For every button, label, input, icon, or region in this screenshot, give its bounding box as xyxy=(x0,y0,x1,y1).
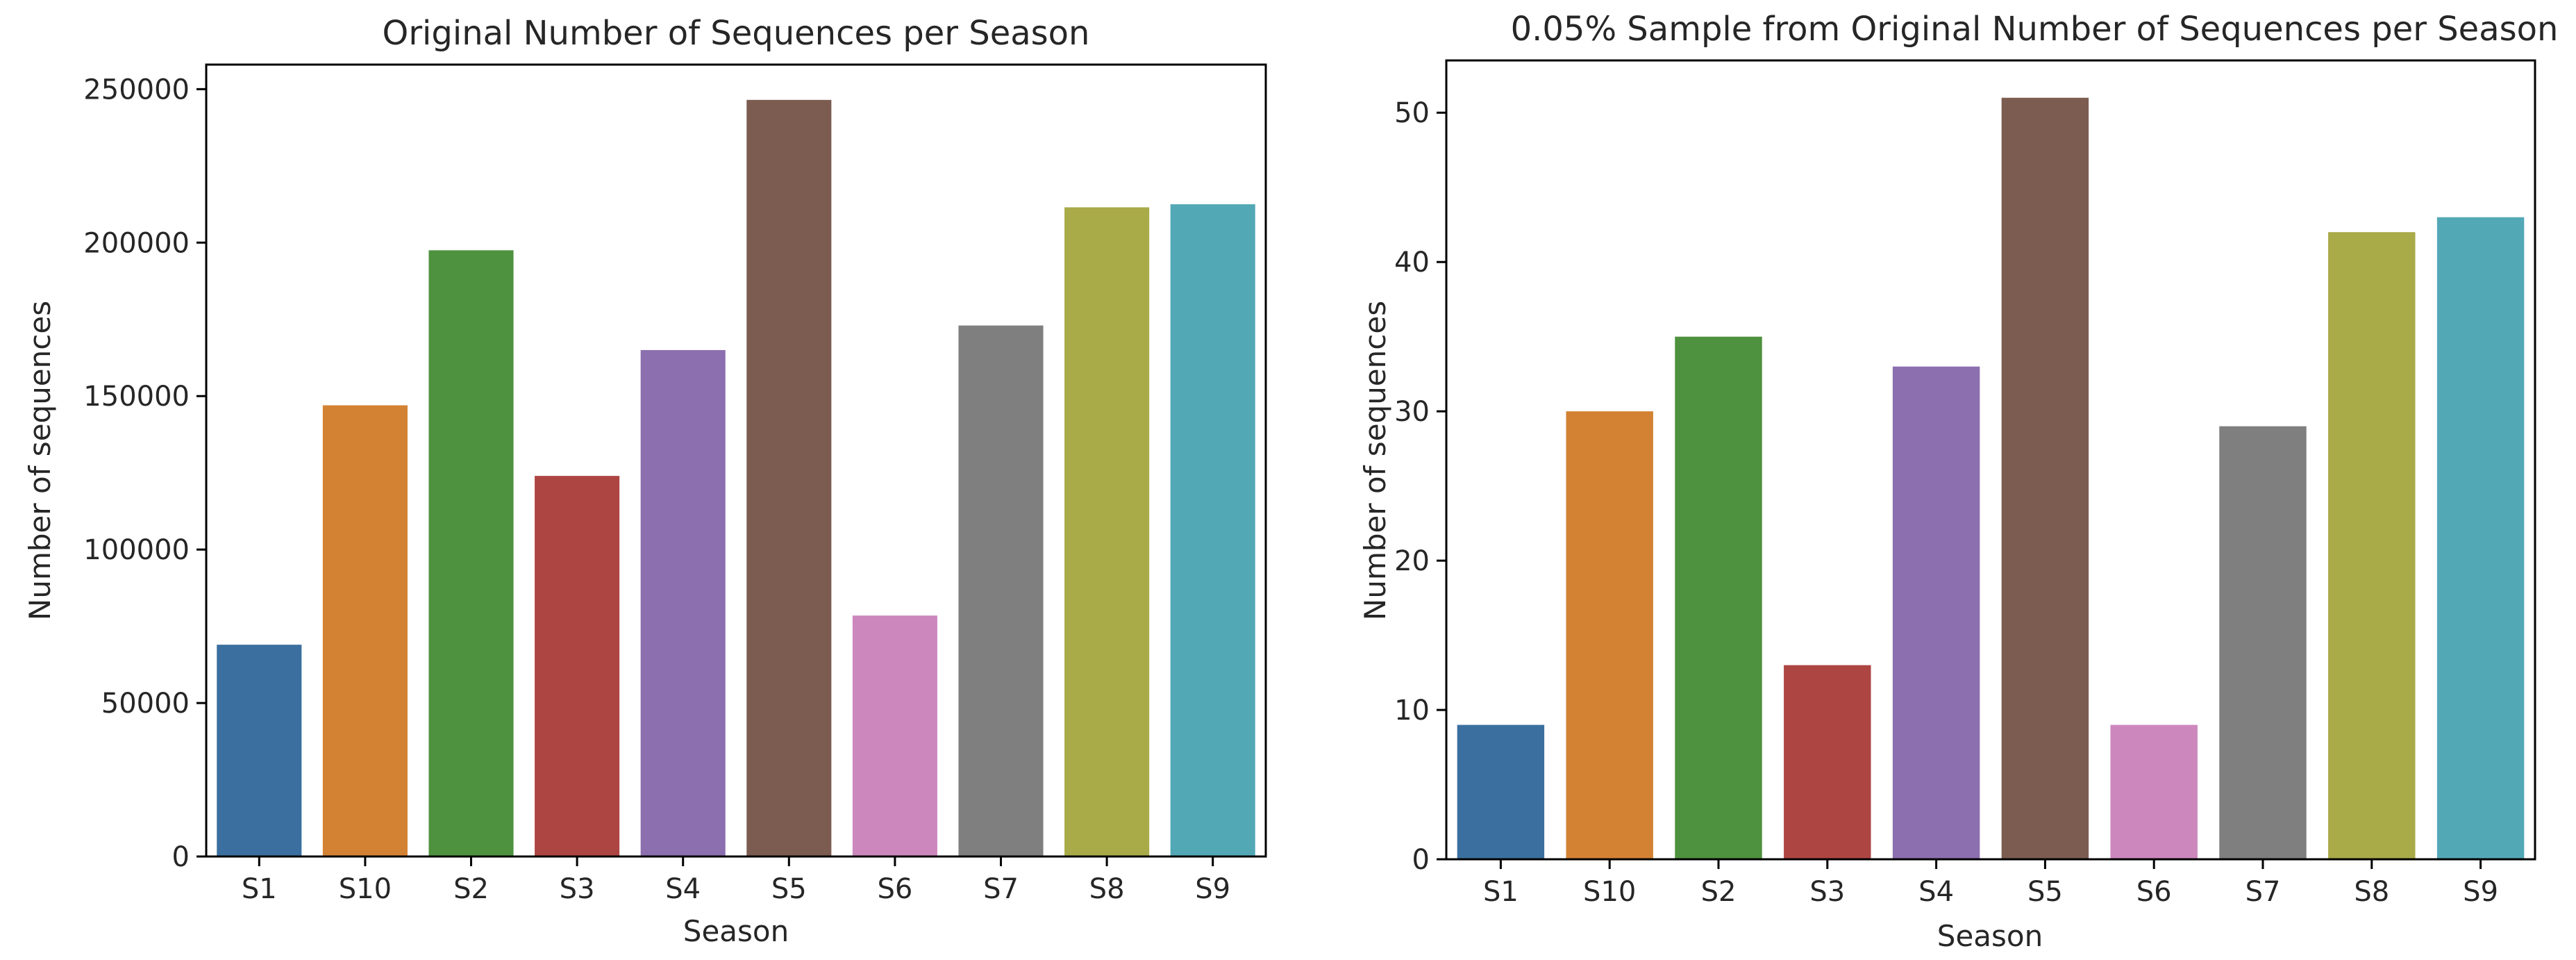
bar-s6 xyxy=(2110,725,2198,859)
bar-s9 xyxy=(2436,217,2525,859)
x-tick-label: S7 xyxy=(983,873,1019,905)
x-tick-label: S6 xyxy=(2136,876,2172,908)
plot-frame xyxy=(1445,59,2536,861)
x-tick-label: S5 xyxy=(771,873,807,905)
y-tick-label: 150000 xyxy=(83,381,190,413)
bar-s5 xyxy=(2001,97,2089,860)
bar-s2 xyxy=(1675,336,1762,859)
x-tick-label: S4 xyxy=(1918,876,1954,908)
bar-s6 xyxy=(852,615,937,856)
x-tick-label: S3 xyxy=(1809,876,1845,908)
x-axis: S1 S10 S2 S3 S4 S5 S6 S7 S8 S9 xyxy=(242,856,1230,905)
x-tick-label: S8 xyxy=(2354,876,2389,908)
bar-group xyxy=(217,99,1255,857)
x-tick-label: S1 xyxy=(242,873,277,905)
x-tick-label: S3 xyxy=(560,873,595,905)
bar-s4 xyxy=(640,349,726,856)
y-tick-label: 250000 xyxy=(83,74,190,106)
bar-s8 xyxy=(1064,207,1150,857)
x-tick-label: S9 xyxy=(2463,876,2498,908)
bar-s5 xyxy=(746,99,832,856)
y-tick-label: 40 xyxy=(1394,247,1430,279)
bar-s9 xyxy=(1170,204,1255,856)
x-axis: S1 S10 S2 S3 S4 S5 S6 S7 S8 S9 xyxy=(1483,859,2498,908)
bar-s1 xyxy=(1457,725,1545,859)
y-tick-label: 0 xyxy=(172,841,190,873)
x-tick-label: S9 xyxy=(1195,873,1230,905)
chart-title: 0.05% Sample from Original Number of Seq… xyxy=(1511,10,2559,49)
bar-s10 xyxy=(1566,411,1653,859)
x-tick-label: S2 xyxy=(453,873,489,905)
y-tick-label: 20 xyxy=(1394,545,1430,577)
y-tick-label: 30 xyxy=(1394,396,1430,428)
bar-s10 xyxy=(322,405,408,856)
y-tick-label: 10 xyxy=(1394,695,1430,727)
bar-s7 xyxy=(2219,426,2307,859)
x-tick-label: S6 xyxy=(877,873,912,905)
x-tick-label: S10 xyxy=(1583,876,1636,908)
bar-s4 xyxy=(1892,366,1980,859)
y-tick-label: 50000 xyxy=(101,688,190,720)
x-tick-label: S8 xyxy=(1089,873,1125,905)
y-axis: 0 50000 100000 150000 200000 250000 xyxy=(83,74,206,873)
bar-s8 xyxy=(2328,232,2416,859)
bar-s3 xyxy=(535,476,620,856)
bar-s2 xyxy=(428,250,514,857)
y-axis: 0 10 20 30 40 50 xyxy=(1394,97,1446,876)
chart-sample-sequences: 0.05% Sample from Original Number of Seq… xyxy=(1358,10,2558,953)
chart-title: Original Number of Sequences per Season xyxy=(383,14,1090,53)
bar-group xyxy=(1457,97,2525,860)
x-tick-label: S1 xyxy=(1483,876,1519,908)
y-axis-label: Number of sequences xyxy=(1358,301,1392,620)
x-tick-label: S2 xyxy=(1701,876,1737,908)
x-tick-label: S4 xyxy=(665,873,701,905)
y-tick-label: 100000 xyxy=(83,534,190,566)
y-tick-label: 200000 xyxy=(83,227,190,259)
y-axis-label: Number of sequences xyxy=(23,301,57,620)
x-axis-label: Season xyxy=(1937,919,2043,953)
x-tick-label: S7 xyxy=(2245,876,2281,908)
bar-s1 xyxy=(217,645,302,856)
plot-frame xyxy=(205,63,1267,858)
x-axis-label: Season xyxy=(683,914,789,948)
y-tick-label: 50 xyxy=(1394,97,1430,129)
y-tick-label: 0 xyxy=(1412,844,1430,876)
x-tick-label: S5 xyxy=(2027,876,2063,908)
bar-s3 xyxy=(1784,665,1871,859)
chart-original-sequences: Original Number of Sequences per Season … xyxy=(23,14,1267,948)
x-tick-label: S10 xyxy=(339,873,392,905)
bar-s7 xyxy=(958,325,1044,856)
